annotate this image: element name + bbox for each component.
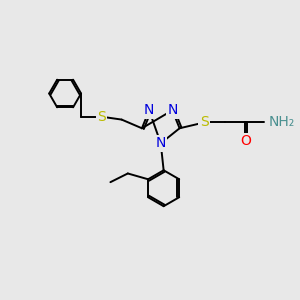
Text: O: O <box>240 134 251 148</box>
Text: NH₂: NH₂ <box>268 116 295 130</box>
Text: S: S <box>200 116 208 130</box>
Text: N: N <box>144 103 154 117</box>
Text: N: N <box>167 103 178 117</box>
Text: S: S <box>97 110 106 124</box>
Text: N: N <box>156 136 166 150</box>
